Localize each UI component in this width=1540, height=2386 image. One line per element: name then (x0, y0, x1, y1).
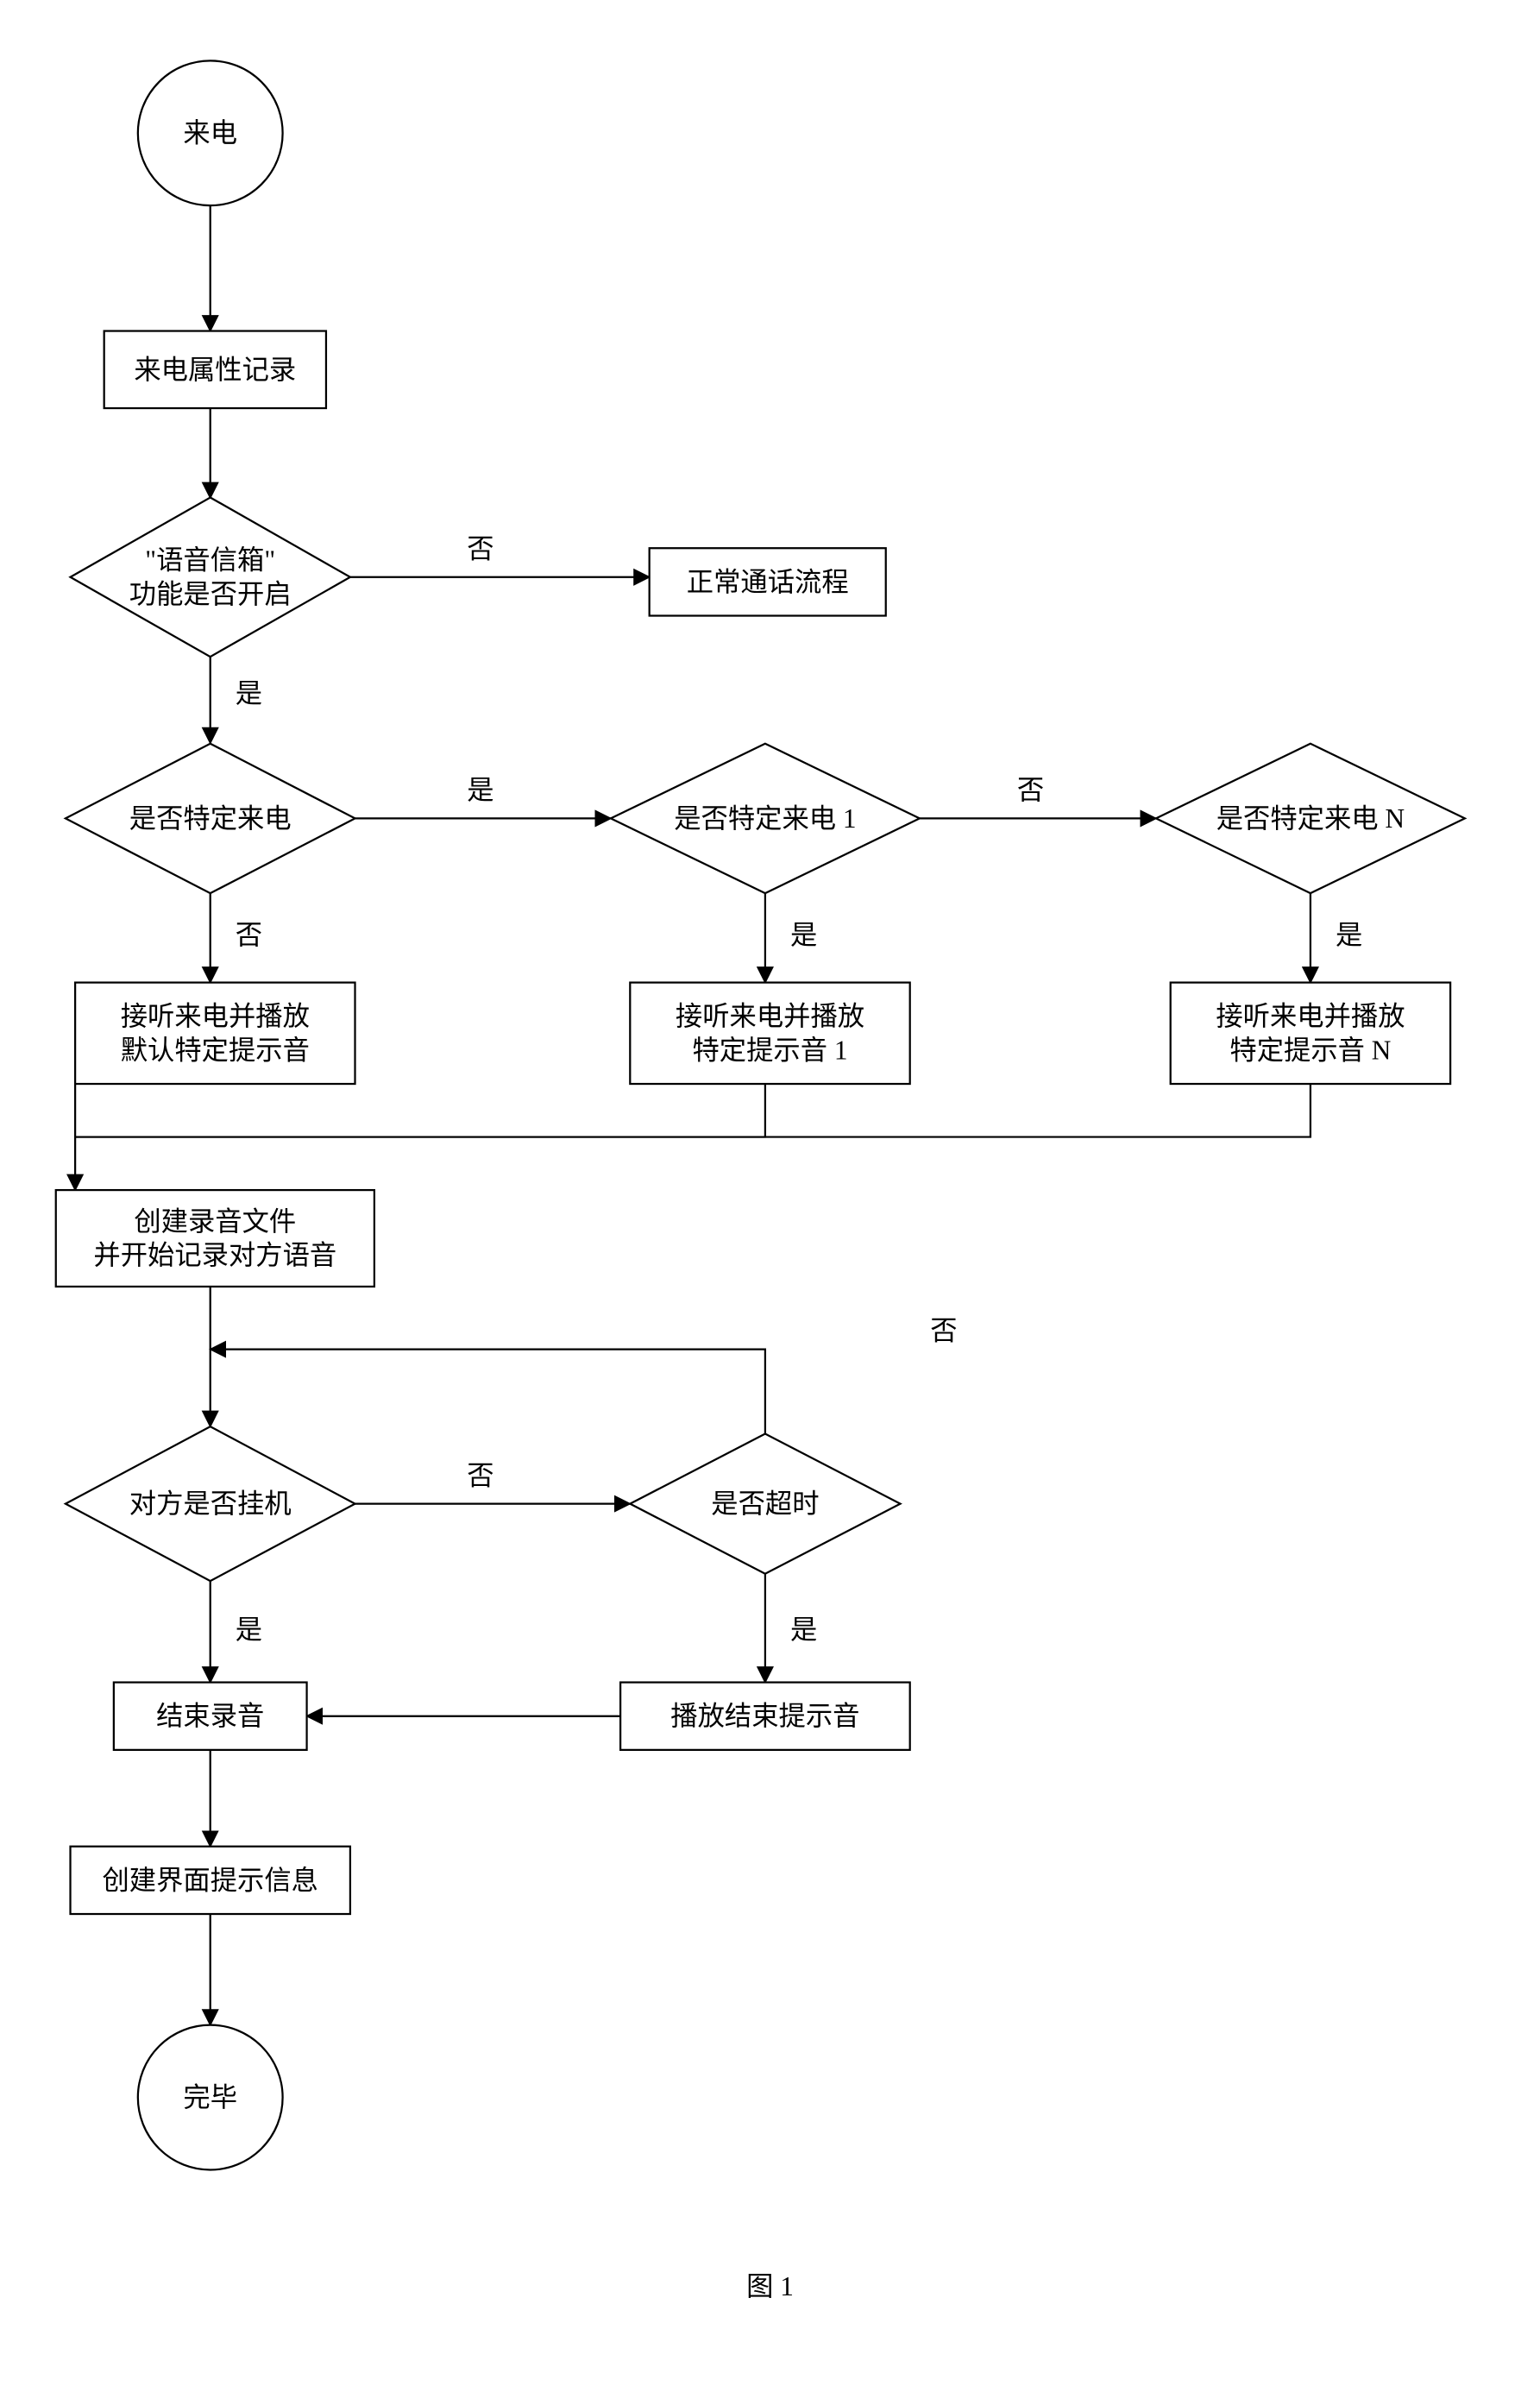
node-label: 结束录音 (156, 1701, 264, 1731)
node-label: 功能是否开启 (129, 579, 292, 609)
play_n (1171, 983, 1450, 1084)
edge (75, 1084, 765, 1137)
node-label: 默认特定提示音 (121, 1035, 310, 1065)
node-label: 对方是否挂机 (129, 1489, 292, 1519)
node-label: 完毕 (183, 2082, 237, 2112)
node-label: 创建界面提示信息 (102, 1865, 318, 1895)
edge-label: 是 (236, 1615, 262, 1645)
edge-label: 否 (236, 920, 262, 950)
node-label: 是否特定来电 (129, 803, 292, 834)
node-label: 创建录音文件 (134, 1206, 296, 1237)
play_default (75, 983, 355, 1084)
edge-label: 是 (467, 775, 493, 805)
node-label: 接听来电并播放 (676, 1001, 864, 1031)
node-label: 来电 (183, 118, 237, 148)
create_record (56, 1190, 374, 1287)
edge-label: 否 (1017, 775, 1044, 805)
node-label: 特定提示音 1 (692, 1035, 847, 1065)
edge-label: 否 (930, 1315, 957, 1345)
node-label: "语音信箱" (145, 545, 275, 576)
node-label: 特定提示音 N (1229, 1035, 1391, 1065)
node-label: 播放结束提示音 (670, 1701, 859, 1731)
play_1 (630, 983, 909, 1084)
edge-label: 是 (236, 678, 262, 708)
node-label: 是否超时 (711, 1489, 819, 1519)
voicemail_on (71, 497, 350, 657)
node-label: 来电属性记录 (134, 355, 296, 385)
edge-label: 是 (790, 1615, 817, 1645)
edge (75, 1084, 1311, 1137)
node-label: 是否特定来电 1 (674, 803, 856, 834)
node-label: 正常通话流程 (687, 567, 849, 597)
flowchart-diagram: 否是是否否是是否否是是来电来电属性记录"语音信箱"功能是否开启正常通话流程是否特… (17, 17, 1523, 2334)
edge-label: 是 (790, 920, 817, 950)
edge-label: 否 (467, 1460, 493, 1490)
edge (211, 1350, 765, 1434)
figure-caption: 图 1 (746, 2271, 794, 2301)
node-label: 接听来电并播放 (121, 1001, 310, 1031)
node-label: 接听来电并播放 (1216, 1001, 1405, 1031)
edge-label: 是 (1336, 920, 1362, 950)
edge-label: 否 (467, 533, 493, 563)
node-label: 并开始记录对方语音 (93, 1240, 336, 1270)
node-label: 是否特定来电 N (1216, 803, 1405, 834)
